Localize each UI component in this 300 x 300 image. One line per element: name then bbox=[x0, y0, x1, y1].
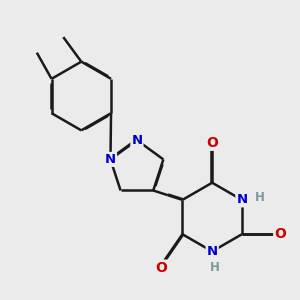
Text: N: N bbox=[207, 245, 218, 258]
Text: O: O bbox=[155, 261, 167, 274]
Text: H: H bbox=[255, 191, 265, 204]
Text: O: O bbox=[206, 136, 218, 150]
Text: H: H bbox=[210, 261, 220, 274]
Text: N: N bbox=[236, 194, 247, 206]
Text: N: N bbox=[105, 153, 116, 166]
Text: O: O bbox=[274, 227, 286, 241]
Text: N: N bbox=[131, 134, 142, 147]
